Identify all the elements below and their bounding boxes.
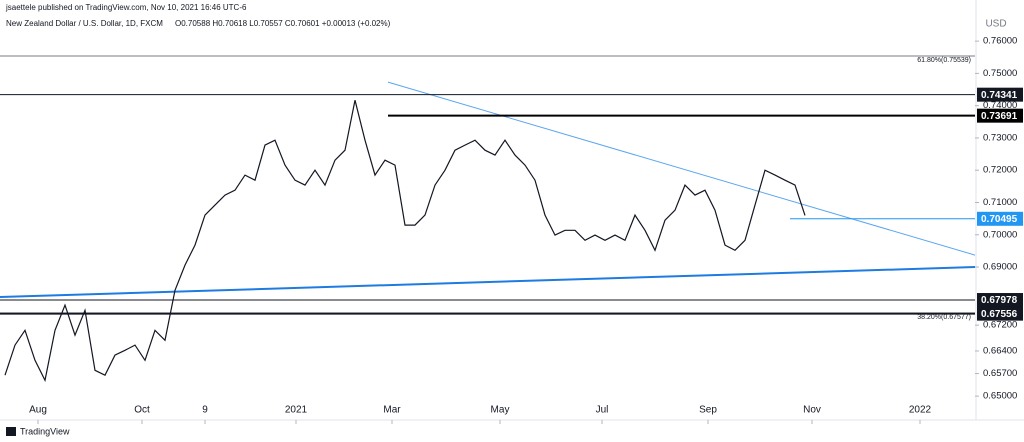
level-label: 0.67556 — [981, 309, 1018, 320]
fib-label: 61.80%(0.75539) — [917, 57, 971, 64]
level-box — [977, 87, 1023, 102]
ohlc: O0.70588 H0.70618 L0.70557 C0.70601 +0.0… — [175, 19, 391, 28]
y-tick-label: 0.66400 — [983, 345, 1017, 356]
symbol: New Zealand Dollar / U.S. Dollar, 1D, FX… — [6, 19, 163, 28]
trendline — [387, 81, 976, 256]
fib-label: 38.20%(0.67577) — [917, 314, 971, 321]
x-tick-label: Jul — [596, 405, 609, 416]
x-tick-label: 2022 — [909, 405, 932, 416]
y-tick-label: 0.65700 — [983, 368, 1017, 379]
price-line — [4, 100, 806, 383]
y-tick-label: 0.67200 — [983, 320, 1017, 331]
y-tick-label: 0.76000 — [983, 36, 1017, 47]
level-label: 0.67978 — [981, 295, 1018, 306]
trendline — [0, 266, 976, 299]
x-tick-label: Mar — [383, 405, 401, 416]
y-tick-label: 0.74000 — [983, 100, 1017, 111]
x-tick-label: 9 — [202, 405, 208, 416]
logo — [6, 427, 16, 436]
x-tick-label: Oct — [134, 405, 150, 416]
level-label: 0.70495 — [981, 214, 1018, 225]
currency: USD — [985, 19, 1006, 30]
y-tick-label: 0.69000 — [983, 262, 1017, 273]
level-label: 0.74341 — [981, 90, 1018, 101]
publisher: jsaettele published on TradingView.com, … — [5, 3, 247, 12]
y-tick-label: 0.71000 — [983, 197, 1017, 208]
level-label: 0.73691 — [981, 111, 1018, 122]
x-tick-label: Nov — [803, 405, 821, 416]
y-tick-label: 0.70000 — [983, 229, 1017, 240]
y-tick-label: 0.73000 — [983, 132, 1017, 143]
x-tick-label: May — [491, 405, 510, 416]
footer: TradingView — [20, 426, 70, 436]
y-tick-label: 0.65000 — [983, 391, 1017, 402]
level-box — [977, 211, 1023, 226]
x-tick-label: Aug — [29, 405, 47, 416]
level-box — [977, 293, 1023, 308]
level-box — [977, 108, 1023, 123]
x-tick-label: 2021 — [285, 405, 308, 416]
y-tick-label: 0.72000 — [983, 165, 1017, 176]
y-tick-label: 0.75000 — [983, 68, 1017, 79]
x-tick-label: Sep — [699, 405, 717, 416]
level-box — [977, 306, 1023, 321]
